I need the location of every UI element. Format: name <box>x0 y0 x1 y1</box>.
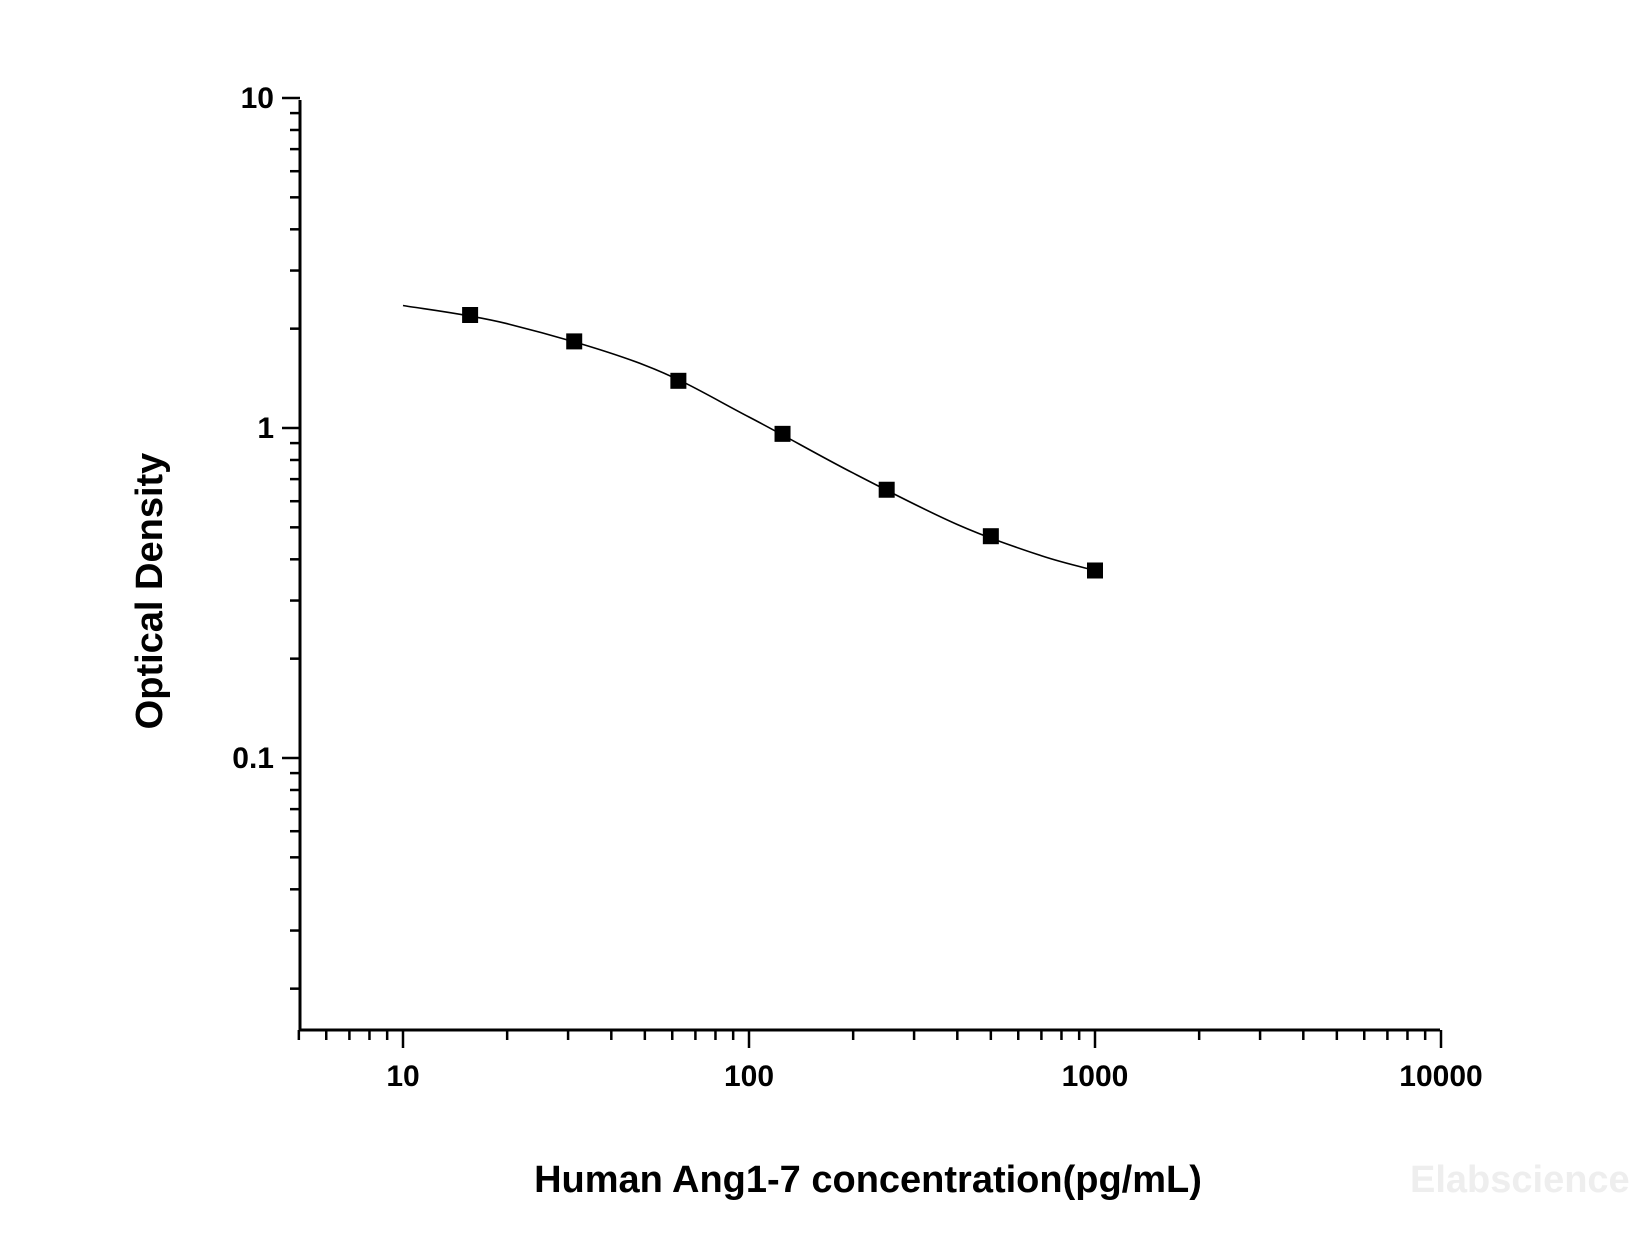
x-axis-title: Human Ang1-7 concentration(pg/mL) <box>534 1159 1202 1201</box>
x-tick-label: 100 <box>724 1060 774 1093</box>
data-point <box>670 372 687 389</box>
y-tick-label: 10 <box>241 82 274 115</box>
data-point <box>878 481 895 498</box>
y-axis-title: Optical Density <box>129 453 171 730</box>
data-point <box>774 425 791 442</box>
data-points <box>462 307 1103 579</box>
data-point <box>1087 562 1103 579</box>
watermark: Elabscience <box>1410 1159 1630 1201</box>
data-point <box>566 333 583 350</box>
axes <box>298 100 1440 1032</box>
x-tick-label: 1000 <box>1062 1060 1129 1093</box>
x-tick-label: 10 <box>386 1060 419 1093</box>
data-point <box>982 528 999 545</box>
tick-labels: 10 100 1000 10000 0.1 1 10 <box>232 82 1482 1093</box>
y-tick-label: 1 <box>257 412 274 445</box>
y-tick-label: 0.1 <box>232 742 274 775</box>
x-tick-label: 10000 <box>1399 1060 1482 1093</box>
ticks <box>282 96 1443 1048</box>
data-point <box>462 307 479 324</box>
